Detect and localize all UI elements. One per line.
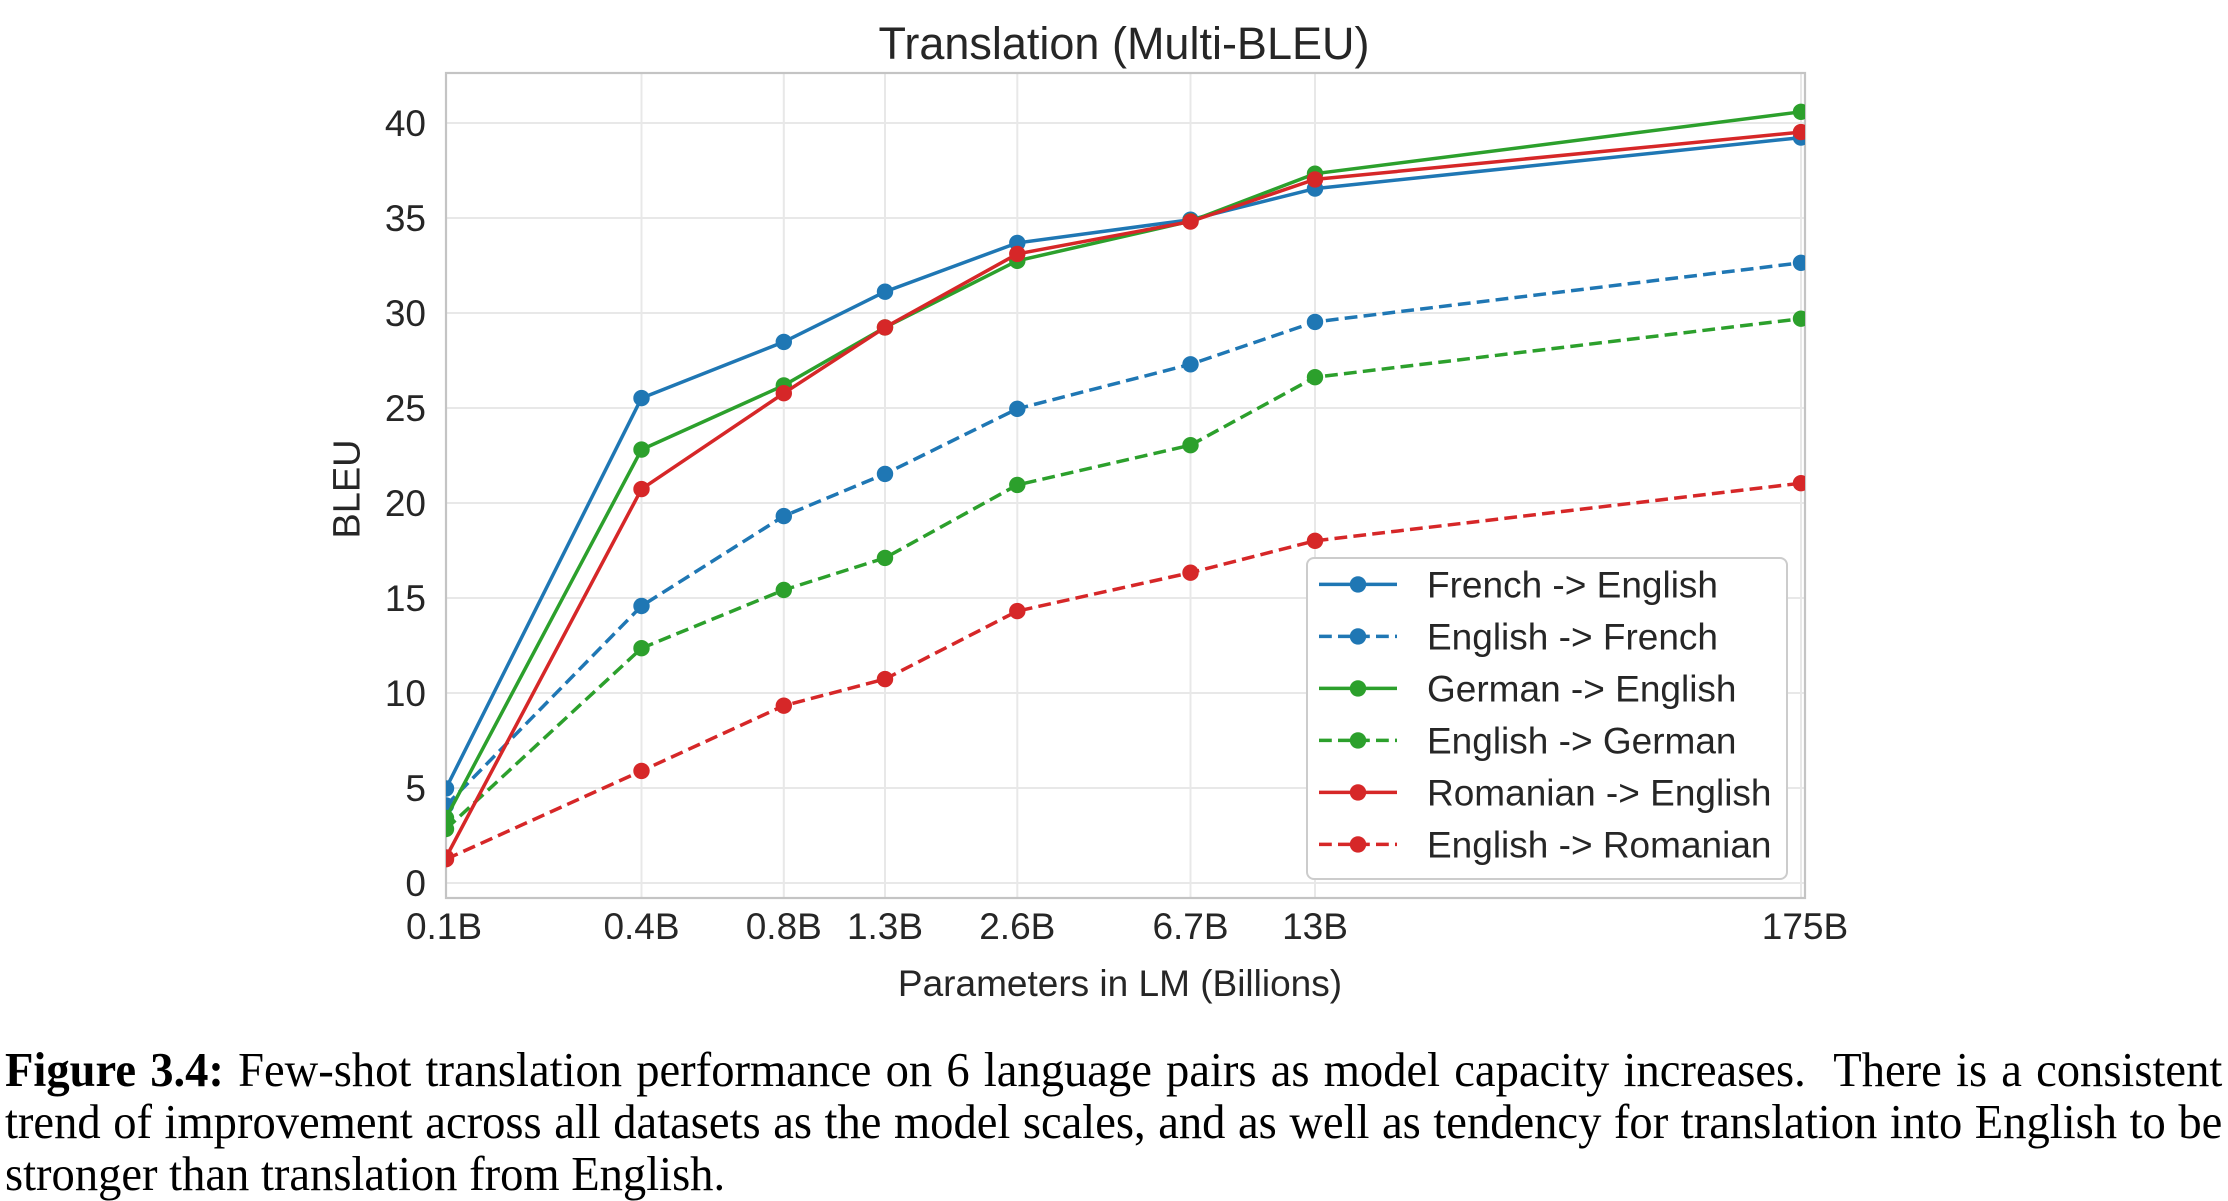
svg-text:German -> English: German -> English [1427,668,1737,709]
svg-text:25: 25 [385,388,426,429]
svg-text:Parameters in LM (Billions): Parameters in LM (Billions) [898,963,1342,1004]
svg-text:40: 40 [385,103,426,144]
svg-text:English -> Romanian: English -> Romanian [1427,824,1772,865]
svg-text:20: 20 [385,483,426,524]
svg-text:French -> English: French -> English [1427,564,1718,605]
svg-text:2.6B: 2.6B [979,906,1055,947]
svg-text:0.8B: 0.8B [746,906,822,947]
svg-text:BLEU: BLEU [327,439,369,538]
svg-text:35: 35 [385,198,426,239]
svg-text:English -> French: English -> French [1427,616,1718,657]
svg-text:6.7B: 6.7B [1152,906,1228,947]
svg-text:175B: 175B [1762,906,1848,947]
svg-text:English -> German: English -> German [1427,720,1737,761]
svg-text:0.1B: 0.1B [406,906,482,947]
svg-text:15: 15 [385,578,426,619]
svg-text:Romanian -> English: Romanian -> English [1427,772,1772,813]
svg-text:Translation (Multi-BLEU): Translation (Multi-BLEU) [879,18,1370,69]
svg-text:0.4B: 0.4B [603,906,679,947]
svg-text:5: 5 [405,768,426,809]
svg-text:13B: 13B [1282,906,1348,947]
svg-text:0: 0 [405,863,426,904]
svg-text:1.3B: 1.3B [847,906,923,947]
svg-text:10: 10 [385,673,426,714]
svg-text:30: 30 [385,293,426,334]
